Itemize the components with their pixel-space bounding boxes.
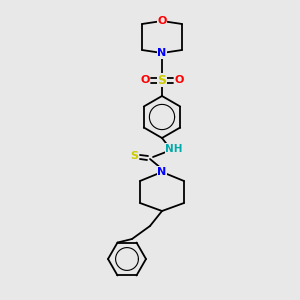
Text: N: N: [158, 48, 166, 58]
Text: S: S: [130, 151, 138, 161]
Text: N: N: [158, 167, 166, 177]
Text: O: O: [157, 16, 167, 26]
Text: S: S: [158, 74, 166, 86]
Text: NH: NH: [165, 144, 183, 154]
Text: O: O: [140, 75, 150, 85]
Text: O: O: [174, 75, 184, 85]
